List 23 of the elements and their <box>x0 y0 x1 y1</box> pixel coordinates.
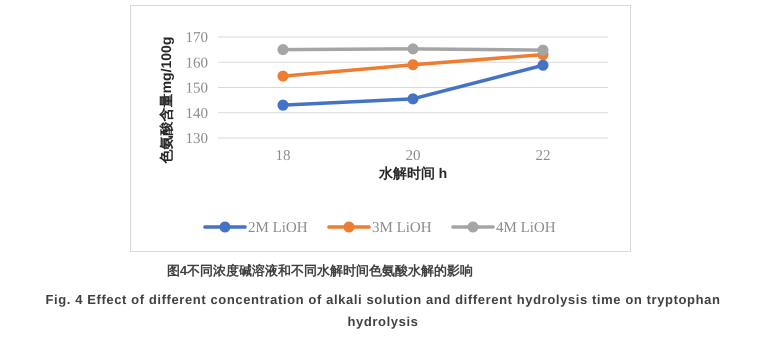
y-tick-label: 140 <box>186 106 208 122</box>
point <box>278 44 288 56</box>
y-tick-label: 170 <box>186 30 208 46</box>
y-axis-title: 色氨酸含量mg/100g <box>158 36 174 164</box>
point <box>408 59 418 70</box>
point <box>408 93 418 104</box>
y-tick-label: 160 <box>186 55 208 72</box>
x-tick-label: 20 <box>406 148 420 164</box>
text: 图4不同浓度碱溶液和不同水解时间色氨酸水解的影响 <box>166 263 474 278</box>
legend-label: 2M LiOH <box>248 220 308 236</box>
y-tick-label: 130 <box>186 131 208 147</box>
point <box>408 43 418 54</box>
legend-label: 3M LiOH <box>372 220 432 236</box>
x-tick-label: 18 <box>276 148 290 164</box>
point <box>278 70 288 82</box>
point <box>278 100 288 111</box>
x-tick-label: 22 <box>536 148 550 164</box>
y-tick-label: 150 <box>186 80 208 96</box>
x-axis-title: 水解时间 h <box>378 165 448 181</box>
legend-label: 4M LiOH <box>496 220 556 236</box>
point <box>538 60 548 71</box>
text: Fig. 4 Effect of different concentration of alkali solution and different hydrolysis time on tryptophan hydrolysis <box>45 292 721 329</box>
point <box>538 44 548 56</box>
